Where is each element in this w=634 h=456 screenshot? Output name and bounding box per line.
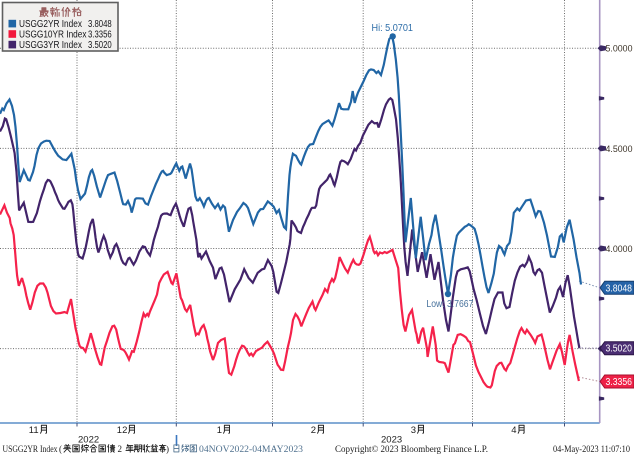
svg-text:1: 1 [217,425,222,436]
svg-text:2022: 2022 [78,435,99,446]
svg-text:2: 2 [118,444,123,454]
svg-text:12: 12 [117,425,128,436]
svg-text:4.5000: 4.5000 [606,144,633,155]
svg-text:2: 2 [311,425,316,436]
svg-text:3.8048: 3.8048 [88,19,112,30]
svg-text:Low: 3.7667: Low: 3.7667 [426,299,473,310]
svg-text:Copyright© 2023 Bloomberg Fina: Copyright© 2023 Bloomberg Finance L.P. [335,444,488,454]
svg-text:Hi: 5.0701: Hi: 5.0701 [372,23,414,34]
svg-text:USGG3YR Index: USGG3YR Index [19,40,82,51]
svg-text:USGG2YR Index: USGG2YR Index [19,19,82,30]
svg-text:2023: 2023 [381,435,402,446]
svg-text:USGG2YR Index: USGG2YR Index [3,444,58,454]
svg-text:11: 11 [29,425,39,436]
svg-text:5.0000: 5.0000 [606,44,633,55]
svg-text:3.3356: 3.3356 [606,377,633,388]
svg-text:3.5020: 3.5020 [88,40,112,51]
svg-text:4: 4 [511,425,516,436]
svg-text:3.5020: 3.5020 [606,344,633,355]
svg-text:04-May-2023 11:07:10: 04-May-2023 11:07:10 [553,444,630,454]
svg-text:USGG10YR Index: USGG10YR Index [19,30,87,41]
svg-text:04NOV2022-04MAY2023: 04NOV2022-04MAY2023 [199,444,304,454]
svg-text:3: 3 [411,425,416,436]
svg-text:3.8048: 3.8048 [606,283,633,294]
svg-text:): ) [166,444,169,454]
svg-text:4.0000: 4.0000 [606,244,633,255]
svg-text:3.3356: 3.3356 [88,30,112,41]
svg-text:(: ( [59,444,62,454]
